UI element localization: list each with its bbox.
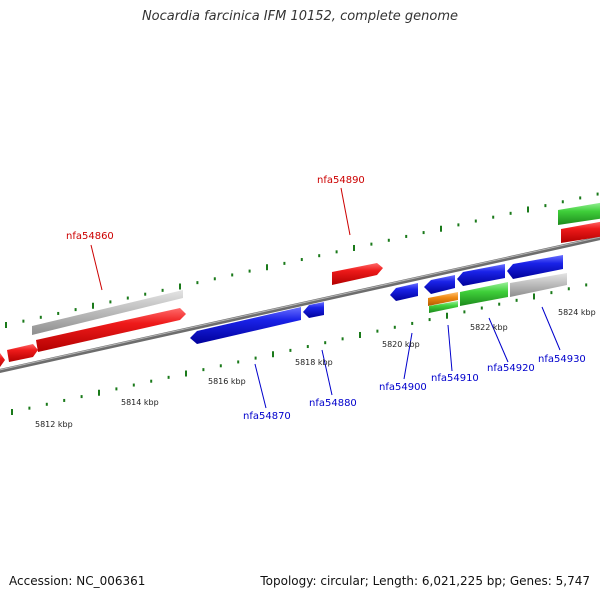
gene-features bbox=[0, 202, 600, 367]
gene-blue-nfa54920 bbox=[457, 264, 505, 286]
gene-green bbox=[460, 282, 508, 306]
gene-green bbox=[558, 202, 600, 225]
gene-label: nfa54870 bbox=[243, 411, 291, 422]
gene-red bbox=[561, 221, 600, 243]
gene-label: nfa54860 bbox=[66, 231, 114, 242]
gene-green bbox=[429, 301, 458, 313]
scale-label: 5824 kbp bbox=[558, 308, 596, 317]
gene-label: nfa54910 bbox=[431, 373, 479, 384]
backbone bbox=[0, 236, 600, 373]
gene-label: nfa54890 bbox=[317, 175, 365, 186]
gene-gray bbox=[32, 290, 183, 335]
genome-title: Nocardia farcinica IFM 10152, complete g… bbox=[141, 9, 459, 24]
gene-label: nfa54900 bbox=[379, 382, 427, 393]
gene-red-nfa54890 bbox=[332, 263, 383, 285]
scale-label: 5816 kbp bbox=[208, 377, 246, 386]
scale-label: 5814 kbp bbox=[121, 398, 159, 407]
gene-orange bbox=[428, 292, 458, 306]
gene-blue bbox=[190, 307, 301, 344]
label-leaders bbox=[90, 187, 561, 409]
scale-label: 5822 kbp bbox=[470, 323, 508, 332]
scale-label: 5820 kbp bbox=[382, 340, 420, 349]
gene-red bbox=[7, 344, 38, 362]
gene-labels: nfa54860 nfa54890 nfa54870 nfa54880 nfa5… bbox=[66, 175, 586, 422]
gene-red bbox=[36, 308, 186, 352]
accession-text: Accession: NC_006361 bbox=[9, 574, 146, 588]
gene-label: nfa54930 bbox=[538, 354, 586, 365]
genome-summary-text: Topology: circular; Length: 6,021,225 bp… bbox=[260, 574, 590, 588]
tick-row-lower bbox=[11, 283, 588, 415]
scale-label: 5818 kbp bbox=[295, 358, 333, 367]
gene-gray bbox=[510, 273, 567, 297]
tick-row-upper bbox=[5, 192, 599, 328]
gene-blue-nfa54930 bbox=[507, 255, 563, 279]
gene-red bbox=[0, 353, 5, 367]
gene-blue-nfa54900 bbox=[390, 283, 418, 301]
scale-label: 5812 kbp bbox=[35, 420, 73, 429]
scale-labels: 5812 kbp 5814 kbp 5816 kbp 5818 kbp 5820… bbox=[35, 308, 596, 429]
gene-label: nfa54880 bbox=[309, 398, 357, 409]
gene-blue-nfa54910 bbox=[424, 275, 455, 294]
gene-blue-nfa54880 bbox=[303, 302, 324, 318]
gene-label: nfa54920 bbox=[487, 363, 535, 374]
